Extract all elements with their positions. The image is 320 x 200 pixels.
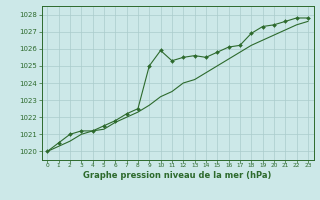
X-axis label: Graphe pression niveau de la mer (hPa): Graphe pression niveau de la mer (hPa) [84, 171, 272, 180]
